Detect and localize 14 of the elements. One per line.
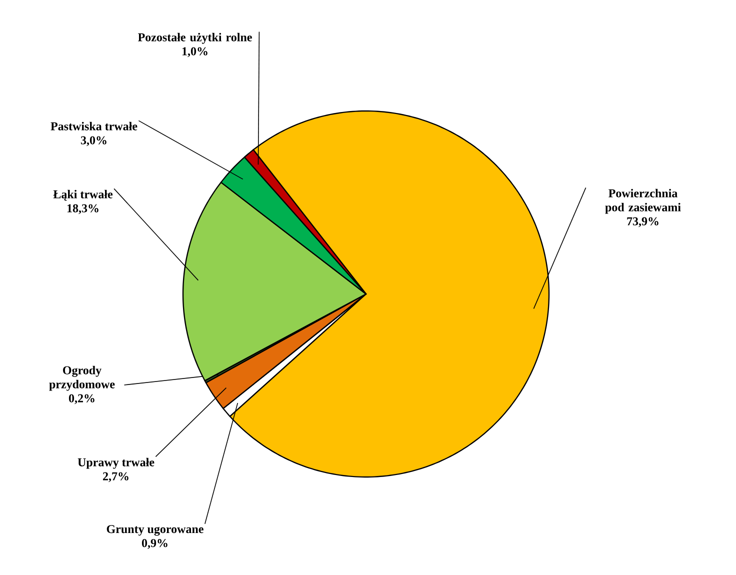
slice-label: Powierzchnia pod zasiewami (605, 188, 681, 214)
data-label: 0,9% (142, 539, 168, 549)
slice-label: Uprawy trwałe (78, 458, 154, 469)
data-label: 1,0% (182, 47, 208, 58)
slice-label: Pastwiska trwałe (50, 122, 138, 130)
data-label: 2,7% (103, 472, 128, 482)
slice-label: Łąki trwałe (53, 190, 113, 201)
data-label: 18,3% (67, 204, 98, 214)
slice-label: Pozostałe użytki rolne (138, 32, 252, 44)
slice-label: Ogrody przydomowe (49, 366, 115, 391)
slice-label: Grunty ugorowane (106, 525, 204, 536)
data-label: 3,0% (80, 136, 106, 146)
data-label: 73,9% (627, 217, 658, 228)
data-label: 0,2% (68, 394, 94, 404)
